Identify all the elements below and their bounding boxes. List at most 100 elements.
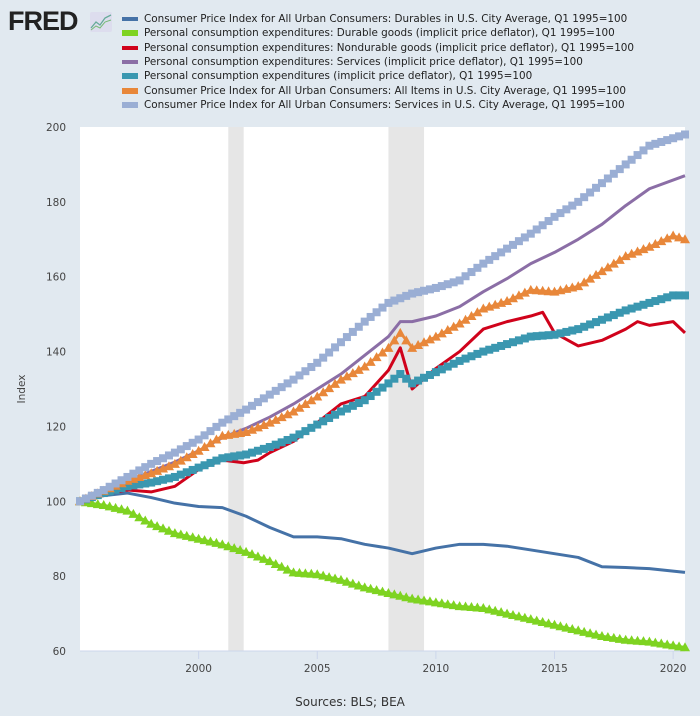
data-point	[591, 629, 602, 639]
data-point	[491, 252, 500, 261]
data-point	[81, 494, 90, 503]
data-point	[295, 430, 304, 439]
data-point	[609, 169, 618, 178]
data-point	[141, 479, 150, 488]
legend-item[interactable]: Consumer Price Index for All Urban Consu…	[122, 83, 634, 97]
data-point	[479, 259, 488, 268]
data-point	[164, 451, 173, 460]
legend-swatch	[122, 87, 138, 94]
data-point	[656, 638, 667, 648]
data-point	[657, 137, 666, 146]
data-point	[253, 398, 262, 407]
data-point	[264, 417, 275, 427]
data-point	[353, 364, 364, 374]
data-point	[668, 230, 679, 240]
data-point	[199, 535, 210, 545]
data-point	[580, 193, 589, 202]
data-point	[224, 453, 233, 462]
data-point	[193, 533, 204, 543]
data-point	[603, 174, 612, 183]
data-point	[217, 539, 228, 549]
data-point	[187, 532, 198, 542]
data-point	[407, 342, 418, 352]
legend-item[interactable]: Consumer Price Index for All Urban Consu…	[122, 98, 634, 112]
data-point	[252, 422, 263, 432]
data-point	[271, 386, 280, 395]
data-point	[277, 438, 286, 447]
data-point	[633, 302, 642, 311]
data-point	[674, 232, 685, 242]
data-point	[396, 294, 405, 303]
data-point	[384, 379, 393, 388]
data-point	[241, 546, 252, 556]
data-point	[526, 332, 535, 341]
data-point	[448, 321, 459, 331]
data-point	[242, 405, 251, 414]
legend-label: Personal consumption expenditures: Durab…	[144, 27, 615, 40]
data-point	[681, 291, 689, 300]
data-point	[354, 399, 363, 408]
data-point	[556, 209, 565, 218]
legend-item[interactable]: Consumer Price Index for All Urban Consu…	[122, 12, 634, 26]
data-point	[181, 452, 192, 462]
data-point	[146, 518, 157, 528]
legend-swatch	[122, 101, 138, 108]
legend-label: Consumer Price Index for All Urban Consu…	[144, 84, 627, 97]
data-point	[414, 376, 423, 385]
data-point	[104, 501, 115, 511]
data-point	[372, 387, 381, 396]
data-point	[602, 631, 613, 641]
data-point	[205, 438, 216, 448]
data-point	[153, 457, 162, 466]
data-point	[312, 391, 323, 401]
legend-item[interactable]: Personal consumption expenditures: Durab…	[122, 26, 634, 40]
data-point	[371, 352, 382, 362]
data-point	[383, 342, 394, 352]
data-point	[354, 322, 363, 331]
data-point	[614, 633, 625, 643]
data-point	[561, 622, 572, 632]
data-point	[436, 598, 447, 608]
data-point	[181, 530, 192, 540]
data-point	[342, 333, 351, 342]
data-point	[175, 455, 186, 465]
data-point	[135, 466, 144, 475]
data-point	[241, 427, 252, 437]
data-point	[342, 404, 351, 413]
legend-item[interactable]: Personal consumption expenditures (impli…	[122, 69, 634, 83]
data-point	[248, 401, 257, 410]
data-point	[608, 632, 619, 642]
x-tick-label: 2015	[541, 663, 568, 675]
fred-logo[interactable]: FRED	[8, 6, 78, 36]
y-tick-label: 60	[53, 646, 66, 658]
data-point	[496, 607, 507, 617]
y-tick-label: 180	[46, 197, 66, 209]
data-point	[377, 586, 388, 596]
data-point	[662, 233, 673, 243]
data-point	[359, 361, 370, 371]
data-point	[277, 383, 286, 392]
data-point	[135, 480, 144, 489]
data-point	[87, 491, 96, 500]
data-point	[467, 352, 476, 361]
recession-shade	[388, 127, 425, 651]
data-point	[111, 479, 120, 488]
data-point	[123, 472, 132, 481]
data-point	[544, 331, 553, 340]
data-point	[224, 415, 233, 424]
data-point	[117, 476, 126, 485]
legend-item[interactable]: Personal consumption expenditures: Servi…	[122, 55, 634, 69]
legend-swatch	[122, 30, 138, 37]
data-point	[627, 155, 636, 164]
data-point	[347, 368, 358, 378]
data-point	[669, 291, 678, 300]
data-point	[585, 628, 596, 638]
data-point	[258, 420, 269, 430]
data-point	[644, 241, 655, 251]
legend-label: Consumer Price Index for All Urban Consu…	[144, 13, 628, 26]
legend-item[interactable]: Personal consumption expenditures: Nondu…	[122, 41, 634, 55]
data-point	[336, 407, 345, 416]
data-point	[485, 345, 494, 354]
data-point	[218, 454, 227, 463]
data-point	[313, 420, 322, 429]
